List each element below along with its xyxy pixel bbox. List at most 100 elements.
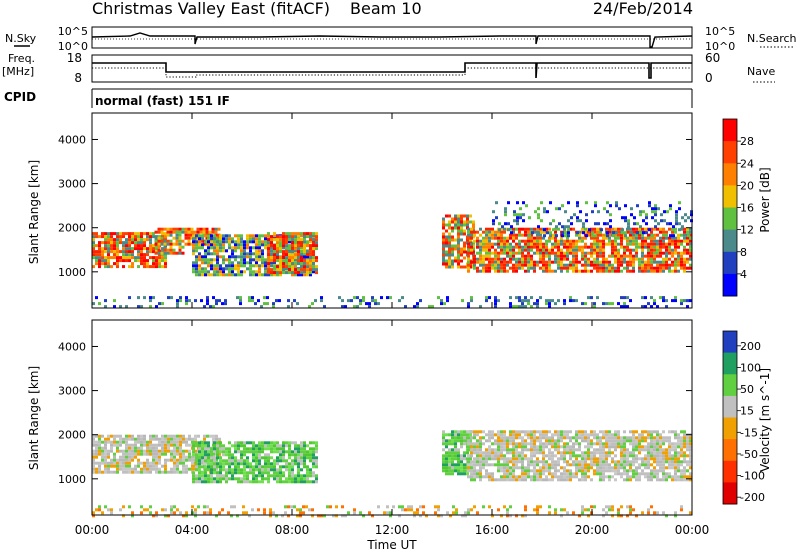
echo-cell — [602, 436, 605, 440]
echo-cell — [656, 239, 659, 243]
echo-cell — [648, 228, 651, 232]
echo-cell — [195, 459, 198, 463]
echo-cell — [309, 250, 312, 254]
echo-cell — [680, 508, 683, 512]
echo-cell — [95, 262, 98, 266]
echo-cell — [119, 461, 122, 465]
echo-cell — [225, 273, 228, 277]
echo-cell — [128, 458, 131, 462]
echo-cell — [285, 462, 288, 466]
echo-cell — [485, 236, 488, 240]
echo-cell — [503, 505, 506, 509]
echo-cell — [137, 232, 140, 236]
echo-cell — [472, 244, 475, 248]
echo-cell — [479, 245, 482, 249]
echo-cell — [522, 219, 525, 223]
echo-cell — [572, 266, 575, 270]
echo-cell — [234, 468, 237, 472]
echo-cell — [617, 236, 620, 240]
echo-cell — [620, 475, 623, 479]
echo-cell — [267, 241, 270, 245]
echo-cell — [445, 265, 448, 269]
echo-cell — [276, 462, 279, 466]
echo-cell — [306, 262, 309, 266]
echo-cell — [482, 463, 485, 467]
echo-cell — [445, 223, 448, 227]
echo-cell — [214, 227, 218, 231]
echo-cell — [563, 454, 566, 458]
echo-cell — [210, 234, 213, 238]
echo-cell — [201, 474, 204, 478]
echo-cell — [488, 463, 491, 467]
echo-cell — [650, 433, 653, 437]
echo-cell — [264, 444, 267, 448]
echo-cell — [347, 511, 350, 515]
echo-cell — [249, 255, 252, 259]
echo-cell — [608, 254, 611, 258]
echo-cell — [116, 434, 119, 438]
echo-cell — [602, 463, 605, 467]
echo-cell — [467, 254, 470, 258]
echo-cell — [479, 448, 482, 452]
echo-cell — [581, 466, 584, 470]
echo-cell — [674, 448, 677, 452]
echo-cell — [95, 256, 98, 260]
echo-cell — [267, 234, 270, 238]
echo-cell — [460, 229, 463, 233]
echo-cell — [584, 266, 587, 270]
echo-cell — [297, 247, 300, 251]
echo-cell — [157, 239, 161, 243]
echo-cell — [665, 436, 668, 440]
echo-cell — [680, 430, 683, 434]
colorbar-tick-label: 100 — [740, 361, 761, 374]
echo-cell — [680, 478, 683, 482]
echo-cell — [300, 232, 303, 236]
echo-cell — [533, 260, 536, 264]
echo-cell — [677, 242, 680, 246]
echo-cell — [252, 264, 255, 268]
echo-cell — [125, 250, 128, 254]
echo-cell — [178, 248, 182, 252]
echo-cell — [152, 256, 155, 260]
echo-cell — [509, 448, 512, 452]
echo-cell — [104, 458, 107, 462]
echo-cell — [479, 239, 482, 243]
echo-cell — [500, 233, 503, 237]
echo-cell — [602, 254, 605, 258]
echo-cell — [282, 471, 285, 475]
echo-cell — [689, 248, 692, 252]
echo-cell — [515, 233, 518, 237]
echo-cell — [599, 463, 602, 467]
echo-cell — [164, 265, 167, 269]
echo-cell — [503, 227, 506, 231]
echo-cell — [279, 259, 282, 263]
echo-cell — [445, 439, 448, 443]
echo-cell — [633, 222, 636, 226]
echo-cell — [422, 511, 425, 515]
echo-cell — [131, 434, 134, 438]
echo-cell — [104, 446, 107, 450]
echo-cell — [454, 457, 457, 461]
echo-cell — [460, 445, 463, 449]
echo-cell — [272, 302, 275, 306]
echo-cell — [143, 296, 146, 300]
echo-cell — [457, 451, 460, 455]
echo-cell — [470, 227, 473, 231]
echo-cell — [303, 252, 306, 256]
echo-cell — [597, 222, 600, 226]
echo-cell — [656, 242, 659, 246]
echo-cell — [548, 236, 551, 240]
echo-cell — [258, 444, 261, 448]
echo-cell — [491, 448, 494, 452]
echo-cell — [131, 262, 134, 266]
echo-cell — [500, 442, 503, 446]
echo-cell — [617, 460, 620, 464]
echo-cell — [95, 440, 98, 444]
echo-cell — [560, 242, 563, 246]
echo-cell — [107, 232, 110, 236]
echo-cell — [635, 472, 638, 476]
echo-cell — [359, 299, 362, 303]
echo-cell — [206, 434, 209, 438]
echo-cell — [201, 261, 204, 265]
echo-cell — [518, 433, 521, 437]
